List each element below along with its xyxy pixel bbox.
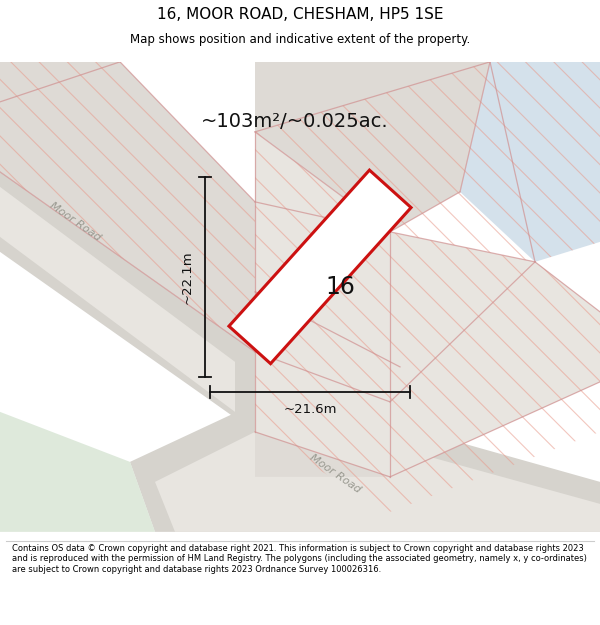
Polygon shape (0, 187, 235, 412)
Polygon shape (155, 417, 600, 532)
Text: Moor Road: Moor Road (308, 452, 362, 495)
Polygon shape (255, 62, 490, 232)
Polygon shape (0, 412, 155, 532)
Text: Moor Road: Moor Road (47, 201, 103, 243)
Text: Map shows position and indicative extent of the property.: Map shows position and indicative extent… (130, 33, 470, 46)
Polygon shape (255, 132, 600, 477)
Text: ~22.1m: ~22.1m (181, 250, 193, 304)
Polygon shape (255, 262, 600, 477)
Text: Contains OS data © Crown copyright and database right 2021. This information is : Contains OS data © Crown copyright and d… (12, 544, 587, 574)
Polygon shape (0, 172, 255, 432)
Polygon shape (130, 392, 600, 532)
Polygon shape (0, 62, 255, 352)
Text: 16: 16 (325, 275, 355, 299)
Polygon shape (229, 170, 411, 364)
Text: 16, MOOR ROAD, CHESHAM, HP5 1SE: 16, MOOR ROAD, CHESHAM, HP5 1SE (157, 8, 443, 22)
Text: ~103m²/~0.025ac.: ~103m²/~0.025ac. (201, 112, 389, 131)
Text: ~21.6m: ~21.6m (283, 403, 337, 416)
Polygon shape (460, 62, 600, 262)
